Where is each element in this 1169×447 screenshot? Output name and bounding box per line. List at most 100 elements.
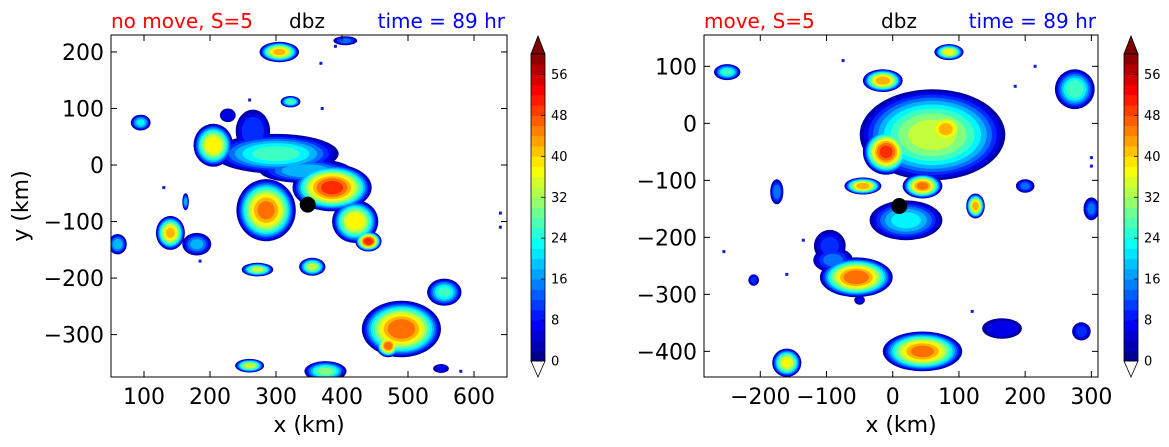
colorbar-segment [1124,146,1138,157]
echo-cell-1-level-12 [339,38,352,43]
echo-speck [162,186,166,190]
colorbar-segment [1124,217,1138,229]
echo-cell-15-level-44 [911,345,934,358]
y-tick-label: 200 [62,41,104,66]
colorbar-segment [1124,258,1138,270]
colorbar-segment [531,135,545,147]
colorbar-segment [531,166,545,178]
colorbar-segment [1124,187,1138,198]
echo-cell-19-level-12 [1087,203,1096,215]
colorbar-segment [531,320,545,331]
y-tick-label: −300 [637,283,697,308]
echo-cell-23-level-4 [434,365,448,372]
colorbar-segment [1124,84,1138,96]
echo-cell-17-level-32 [252,267,263,272]
panel-right-title-center: dbz [881,9,917,33]
echo-cell-1-level-40 [875,76,890,85]
colorbar-segment [1124,197,1138,208]
panel-left-y-axis: 200 100 0 −100 −200 −300 [44,41,507,349]
panel-right-frame [703,34,1099,378]
echo-cell-6-level-40 [938,123,953,136]
y-tick-label: 100 [655,55,697,80]
colorbar-extend-max [1123,34,1139,55]
colorbar-segment [531,74,545,86]
panel-left-reflectivity-field [111,36,462,377]
panel-left: no move, S=5 dbz time = 89 hr 100 200 300 4… [9,9,508,438]
x-tick-label: 100 [123,385,165,410]
colorbar-tick-label: 40 [1144,150,1161,165]
panel-right-y-axis: 100 0 −100 −200 −300 −400 [637,55,1098,365]
colorbar-tick-label: 32 [1144,191,1161,206]
echo-speck [198,259,202,263]
echo-cell-14-level-12 [823,253,843,267]
panel-left-specks [162,44,502,373]
echo-speck [970,309,974,313]
colorbar-tick-label: 24 [1144,232,1161,247]
colorbar-segment [531,197,545,208]
colorbar-segment [531,125,545,137]
echo-speck [1089,164,1093,168]
colorbar-segment [531,268,545,280]
colorbar-segment [1124,207,1138,219]
echo-cell-2-level-20 [136,119,145,126]
colorbar-segment [531,299,545,311]
echo-cell-12-level-8 [820,236,839,256]
echo-cell-10-level-20 [891,212,921,229]
echo-cell-22-level-28 [318,367,333,375]
echo-speck [459,369,463,373]
echo-speck [319,61,323,65]
colorbar-segment [1124,279,1138,290]
x-tick-label: 300 [255,385,297,410]
colorbar-segment [1124,105,1138,116]
colorbar-segment [1124,176,1138,188]
echo-cell-18-level-44 [387,319,416,339]
colorbar-frame [1123,53,1139,362]
colorbar-extend-min [530,360,546,378]
echo-cell-18-level-8 [1076,326,1087,337]
colorbar-segment [1124,320,1138,331]
echo-cell-13-level-32 [307,263,317,270]
echo-speck [841,59,845,63]
echo-cell-5-level-48 [879,145,893,159]
colorbar-segment [1124,330,1138,341]
echo-speck [785,272,789,276]
colorbar-segment [531,330,545,341]
panel-right-x-label: x (km) [865,413,936,438]
x-tick-label: 600 [453,385,495,410]
echo-speck [801,238,805,242]
panel-left-frame [110,34,508,378]
colorbar-segment [1124,299,1138,311]
colorbar-extend-max [530,34,546,55]
echo-cell-21-level-32 [243,363,256,369]
colorbar-tick-label: 56 [551,68,568,83]
colorbar-segment [531,207,545,219]
echo-cell-15-level-16 [190,239,204,250]
x-tick-label: 400 [321,385,363,410]
y-tick-label: −300 [44,324,104,349]
echo-cell-13-level-44 [843,270,869,285]
colorbar-tick-label: 8 [551,314,559,329]
panel-left-x-label: x (km) [273,413,344,438]
colorbar-extend-min [1123,360,1139,378]
echo-speck [498,225,502,229]
panel-right-specks [722,59,1093,313]
echo-speck [1033,64,1037,68]
echo-cell-20-level-24 [437,287,451,298]
colorbar-segment [1124,135,1138,147]
echo-cell-7-level-44 [916,182,929,190]
colorbar-segment [1124,94,1138,106]
echo-cell-4-level-4 [221,110,234,121]
echo-cell-16-level-16 [112,238,123,250]
colorbar-segment [531,248,545,260]
panel-left-colorbar: 0 8 16 24 32 40 48 56 [530,34,568,378]
colorbar-segment [1124,156,1138,167]
echo-cell-2-level-36 [944,49,954,55]
colorbar-segment [531,105,545,116]
panel-left-title-center: dbz [289,9,325,33]
panel-left-center-marker [299,196,316,213]
colorbar-segment [1124,350,1138,362]
colorbar-segment [531,156,545,167]
panel-right-reflectivity-field [714,44,1098,377]
colorbar-tick-label: 8 [1144,314,1152,329]
echo-cell-9-level-44 [257,201,275,220]
